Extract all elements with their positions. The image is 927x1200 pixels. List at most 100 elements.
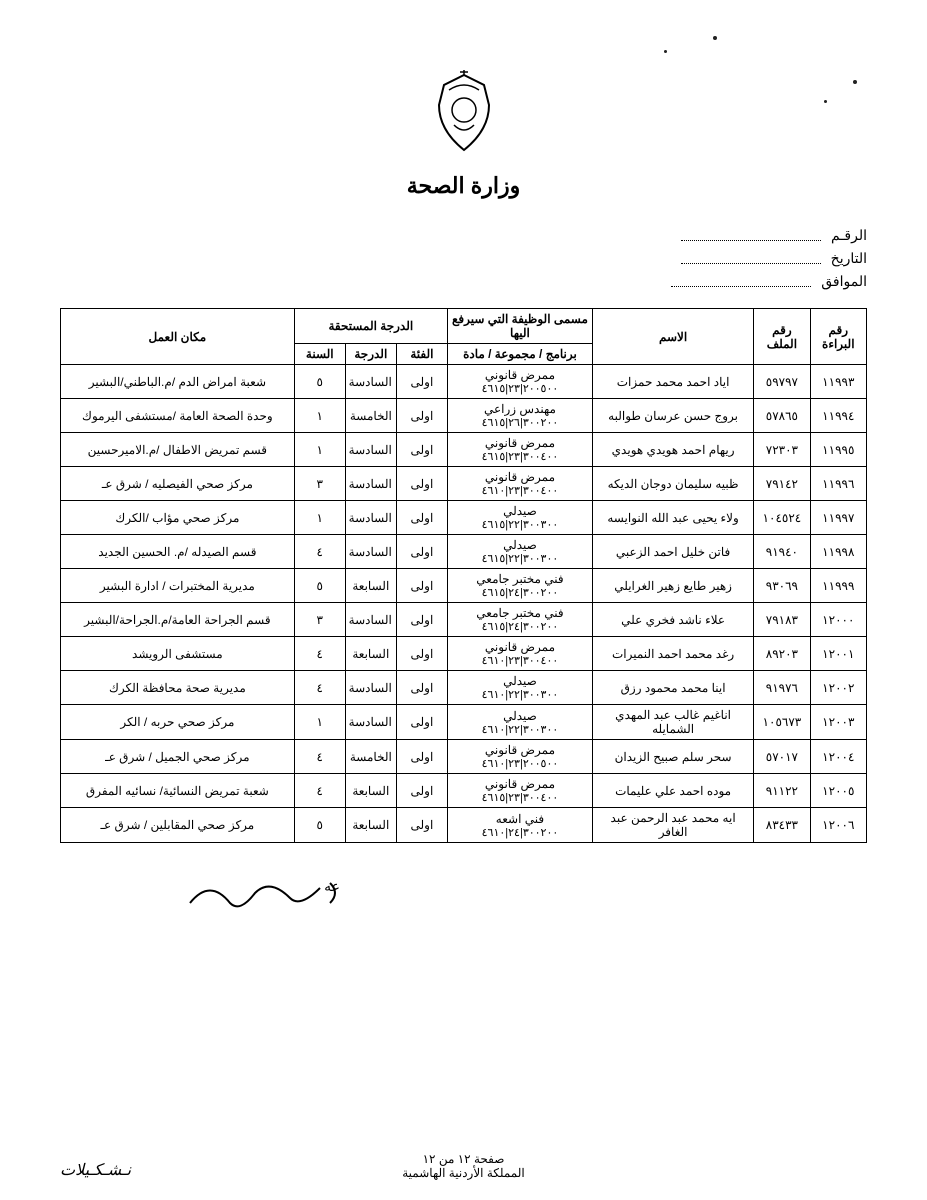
cell-category: اولى bbox=[396, 603, 447, 637]
cell-grade: السادسة bbox=[345, 535, 396, 569]
table-row: ١٢٠٠٥٩١١٢٢موده احمد علي عليماتممرض قانون… bbox=[61, 774, 867, 808]
cell-file: ٩١١٢٢ bbox=[754, 774, 810, 808]
table-row: ١٢٠٠٦٨٣٤٣٣ايه محمد عبد الرحمن عبد الغافر… bbox=[61, 808, 867, 843]
table-row: ١١٩٩٣٥٩٧٩٧اياد احمد محمد حمزاتممرض قانون… bbox=[61, 365, 867, 399]
cell-job-code: ٣٠٠٣٠٠|٢٢|٤٦١٥ bbox=[452, 518, 588, 531]
cell-grade: السادسة bbox=[345, 671, 396, 705]
table-row: ١١٩٩٥٧٢٣٠٣ريهام احمد هويدي هويديممرض قان… bbox=[61, 433, 867, 467]
cell-name: ظبيه سليمان دوجان الديكه bbox=[593, 467, 754, 501]
cell-job-title: فني مختبر جامعي bbox=[452, 572, 588, 586]
table-row: ١٢٠٠١٨٩٢٠٣رغد محمد احمد النميراتممرض قان… bbox=[61, 637, 867, 671]
cell-name: سحر سلم صبيح الزيدان bbox=[593, 740, 754, 774]
cell-baraa: ١٢٠٠٠ bbox=[810, 603, 866, 637]
cell-baraa: ١١٩٩٧ bbox=[810, 501, 866, 535]
cell-job-code: ٣٠٠٤٠٠|٢٣|٤٦١٥ bbox=[452, 791, 588, 804]
cell-job-title: فني مختبر جامعي bbox=[452, 606, 588, 620]
cell-file: ٧٩١٨٣ bbox=[754, 603, 810, 637]
cell-year: ٤ bbox=[294, 535, 345, 569]
cell-category: اولى bbox=[396, 467, 447, 501]
coat-of-arms-icon bbox=[424, 70, 504, 160]
cell-year: ٥ bbox=[294, 808, 345, 843]
th-year: السنة bbox=[294, 344, 345, 365]
cell-year: ١ bbox=[294, 705, 345, 740]
cell-grade: الخامسة bbox=[345, 399, 396, 433]
cell-workplace: قسم الجراحة العامة/م.الجراحة/البشير bbox=[61, 603, 295, 637]
cell-file: ٥٧٠١٧ bbox=[754, 740, 810, 774]
footer-center: صفحة ١٢ من ١٢ المملكة الأردنية الهاشمية bbox=[60, 1152, 867, 1180]
signature-icon: عه bbox=[180, 873, 360, 923]
cell-baraa: ١١٩٩٤ bbox=[810, 399, 866, 433]
cell-baraa: ١١٩٩٣ bbox=[810, 365, 866, 399]
cell-workplace: مديرية صحة محافظة الكرك bbox=[61, 671, 295, 705]
cell-category: اولى bbox=[396, 705, 447, 740]
meta-date: التاريخ bbox=[60, 250, 867, 267]
cell-name: زهير طايع زهير الغرايلي bbox=[593, 569, 754, 603]
cell-workplace: مركز صحي حربه / الكر bbox=[61, 705, 295, 740]
cell-grade: السابعة bbox=[345, 637, 396, 671]
cell-job-title: صيدلي bbox=[452, 504, 588, 518]
cell-year: ١ bbox=[294, 501, 345, 535]
cell-file: ٨٣٤٣٣ bbox=[754, 808, 810, 843]
cell-job-code: ٣٠٠٣٠٠|٢٢|٤٦١٠ bbox=[452, 723, 588, 736]
cell-workplace: وحدة الصحة العامة /مستشفى اليرموك bbox=[61, 399, 295, 433]
cell-baraa: ١٢٠٠١ bbox=[810, 637, 866, 671]
footer-page: صفحة ١٢ من ١٢ bbox=[60, 1152, 867, 1166]
footer-kingdom: المملكة الأردنية الهاشمية bbox=[60, 1166, 867, 1180]
cell-workplace: شعبة تمريض النسائية/ نسائيه المفرق bbox=[61, 774, 295, 808]
cell-job-title: صيدلي bbox=[452, 674, 588, 688]
cell-baraa: ١٢٠٠٥ bbox=[810, 774, 866, 808]
cell-job-title: ممرض قانوني bbox=[452, 777, 588, 791]
th-job-group: مسمى الوظيفة التي سيرفع اليها bbox=[447, 309, 592, 344]
cell-year: ٥ bbox=[294, 365, 345, 399]
cell-job-title: فني اشعه bbox=[452, 812, 588, 826]
table-row: ١٢٠٠٤٥٧٠١٧سحر سلم صبيح الزيدانممرض قانون… bbox=[61, 740, 867, 774]
cell-baraa: ١٢٠٠٤ bbox=[810, 740, 866, 774]
cell-file: ٨٩٢٠٣ bbox=[754, 637, 810, 671]
cell-year: ٤ bbox=[294, 637, 345, 671]
cell-baraa: ١٢٠٠٦ bbox=[810, 808, 866, 843]
cell-job-code: ٣٠٠٢٠٠|٢٤|٤٦١٥ bbox=[452, 586, 588, 599]
cell-job-code: ٣٠٠٣٠٠|٢٢|٤٦١٠ bbox=[452, 688, 588, 701]
cell-name: ولاء يحيى عبد الله النوايسه bbox=[593, 501, 754, 535]
cell-job-title: ممرض قانوني bbox=[452, 640, 588, 654]
cell-file: ٧٩١٤٢ bbox=[754, 467, 810, 501]
cell-file: ٥٩٧٩٧ bbox=[754, 365, 810, 399]
cell-job-code: ٣٠٠٢٠٠|٢٤|٤٦١٥ bbox=[452, 620, 588, 633]
cell-job: ممرض قانوني٢٠٠٥٠٠|٢٣|٤٦١٠ bbox=[447, 740, 592, 774]
cell-grade: السابعة bbox=[345, 808, 396, 843]
cell-name: رغد محمد احمد النميرات bbox=[593, 637, 754, 671]
cell-workplace: مستشفى الرويشد bbox=[61, 637, 295, 671]
page: وزارة الصحة الرقـم التاريخ الموافق رقم ا… bbox=[0, 0, 927, 1200]
table-row: ١١٩٩٤٥٧٨٦٥بروج حسن عرسان طوالبهمهندس زرا… bbox=[61, 399, 867, 433]
cell-job: فني مختبر جامعي٣٠٠٢٠٠|٢٤|٤٦١٥ bbox=[447, 569, 592, 603]
cell-job-title: صيدلي bbox=[452, 709, 588, 723]
cell-grade: السادسة bbox=[345, 467, 396, 501]
meta-number: الرقـم bbox=[60, 227, 867, 244]
scan-artifact bbox=[853, 80, 857, 84]
cell-grade: السادسة bbox=[345, 603, 396, 637]
table-head: رقم البراءة رقم الملف الاسم مسمى الوظيفة… bbox=[61, 309, 867, 365]
cell-category: اولى bbox=[396, 808, 447, 843]
cell-job-code: ٣٠٠٤٠٠|٢٣|٤٦١٠ bbox=[452, 654, 588, 667]
signature-block: عه bbox=[60, 873, 867, 928]
cell-year: ١ bbox=[294, 433, 345, 467]
cell-job-code: ٣٠٠٤٠٠|٢٣|٤٦١٠ bbox=[452, 484, 588, 497]
cell-file: ٥٧٨٦٥ bbox=[754, 399, 810, 433]
cell-year: ٥ bbox=[294, 569, 345, 603]
cell-grade: السابعة bbox=[345, 569, 396, 603]
meta-number-value bbox=[681, 231, 821, 241]
meta-approval-label: الموافق bbox=[821, 273, 867, 290]
cell-grade: الخامسة bbox=[345, 740, 396, 774]
cell-job: صيدلي٣٠٠٣٠٠|٢٢|٤٦١٠ bbox=[447, 671, 592, 705]
cell-category: اولى bbox=[396, 399, 447, 433]
meta-date-value bbox=[681, 254, 821, 264]
table-row: ١١٩٩٩٩٣٠٦٩زهير طايع زهير الغرايليفني مخت… bbox=[61, 569, 867, 603]
table-row: ١٢٠٠٠٧٩١٨٣علاء ناشد فخري عليفني مختبر جا… bbox=[61, 603, 867, 637]
cell-job: ممرض قانوني٣٠٠٤٠٠|٢٣|٤٦١٠ bbox=[447, 637, 592, 671]
cell-job: فني مختبر جامعي٣٠٠٢٠٠|٢٤|٤٦١٥ bbox=[447, 603, 592, 637]
cell-job-code: ٣٠٠٢٠٠|٢٦|٤٦١٥ bbox=[452, 416, 588, 429]
cell-job: ممرض قانوني٣٠٠٤٠٠|٢٣|٤٦١٥ bbox=[447, 433, 592, 467]
cell-category: اولى bbox=[396, 433, 447, 467]
cell-job: ممرض قانوني٣٠٠٤٠٠|٢٣|٤٦١٠ bbox=[447, 467, 592, 501]
cell-job-title: ممرض قانوني bbox=[452, 743, 588, 757]
